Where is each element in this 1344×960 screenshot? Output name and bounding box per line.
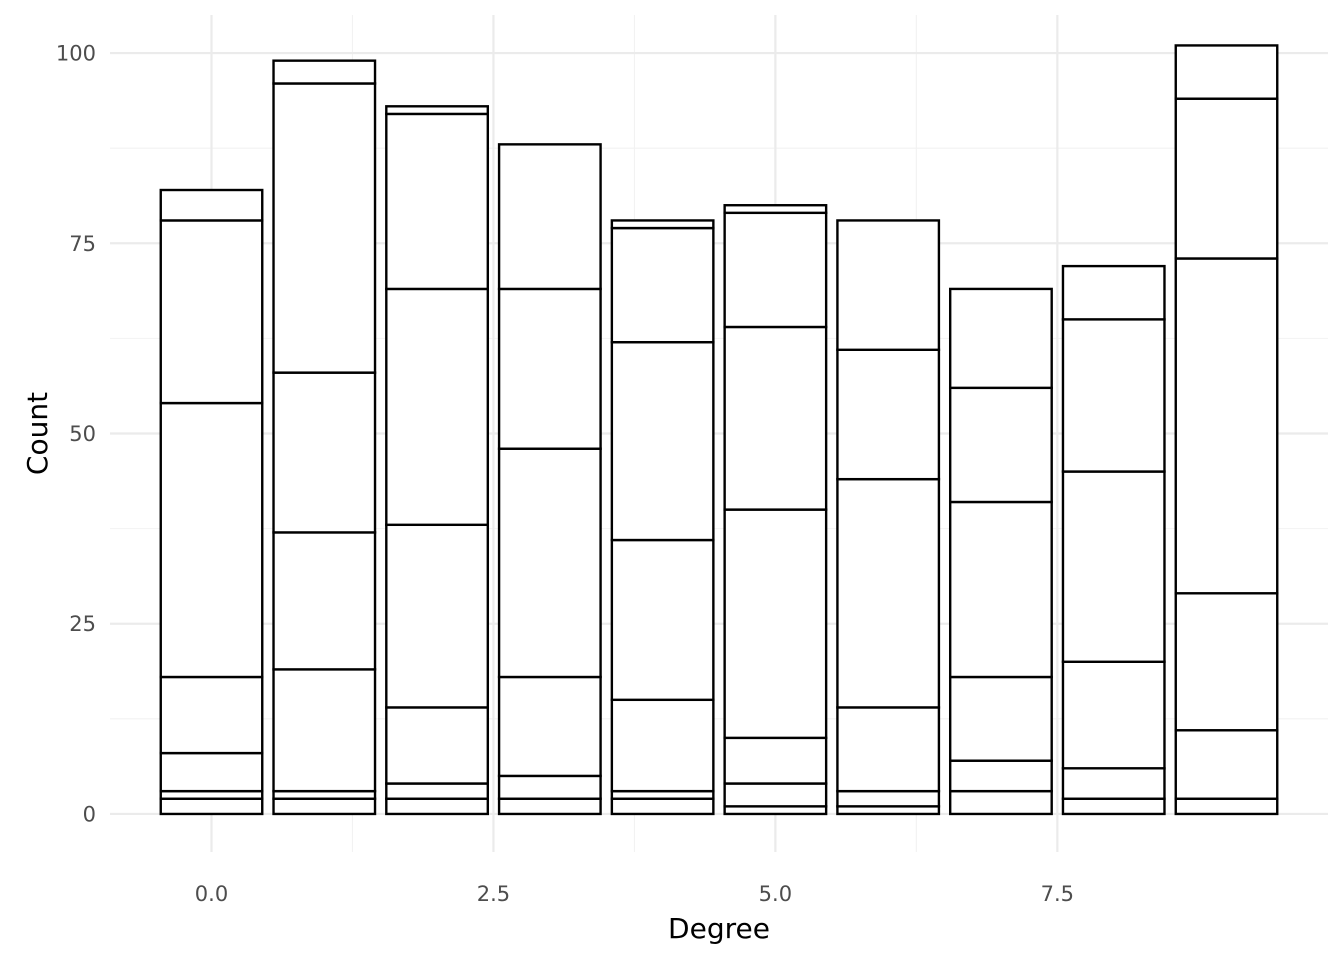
bar-segment	[272, 668, 377, 793]
bar-segment	[723, 211, 828, 329]
bar-segment	[497, 774, 602, 800]
bar-segment	[723, 204, 828, 215]
bar-segment	[1174, 592, 1279, 732]
bar-segment	[385, 782, 490, 800]
bar-segment	[948, 287, 1053, 390]
bar-segment	[1174, 257, 1279, 595]
bar-segment	[159, 797, 264, 816]
x-tick-label: 2.5	[477, 882, 510, 906]
bar-segment	[497, 447, 602, 679]
bar-group	[1061, 264, 1166, 816]
bar-segment	[1061, 660, 1166, 770]
bar-segment	[610, 797, 715, 816]
bar-segment	[385, 287, 490, 527]
bar-segment	[723, 325, 828, 511]
bar-segment	[272, 59, 377, 85]
bar-segment	[610, 698, 715, 793]
bars	[159, 44, 1279, 816]
bar-segment	[836, 706, 941, 793]
y-tick-label: 50	[69, 422, 96, 446]
bar-segment	[610, 219, 715, 230]
bar-segment	[610, 226, 715, 344]
bar-segment	[497, 797, 602, 816]
bar-segment	[1061, 318, 1166, 473]
bar-segment	[385, 523, 490, 709]
bar-group	[272, 59, 377, 816]
y-axis-ticks: 0 25 50 75 100	[56, 42, 96, 827]
bar-segment	[159, 401, 264, 679]
bar-segment	[497, 287, 602, 450]
bar-segment	[948, 500, 1053, 679]
bar-group	[836, 219, 941, 816]
bar-group	[723, 204, 828, 816]
bar-segment	[836, 348, 941, 481]
bar-segment	[272, 82, 377, 374]
bar-segment	[1061, 470, 1166, 663]
x-tick-label: 7.5	[1041, 882, 1074, 906]
bar-group	[1174, 44, 1279, 816]
bar-segment	[497, 143, 602, 291]
bar-segment	[1061, 264, 1166, 321]
x-axis-ticks: 0.0 2.5 5.0 7.5	[195, 882, 1074, 906]
bar-segment	[610, 538, 715, 702]
y-tick-label: 0	[83, 802, 96, 826]
bar-segment	[610, 340, 715, 542]
x-axis-title: Degree	[668, 912, 770, 945]
bar-segment	[1174, 797, 1279, 816]
bar-segment	[159, 675, 264, 755]
bar-segment	[836, 219, 941, 351]
bar-segment	[385, 112, 490, 291]
bar-group	[385, 105, 490, 816]
bar-segment	[723, 508, 828, 740]
bar-segment	[948, 675, 1053, 762]
x-tick-label: 0.0	[195, 882, 228, 906]
y-axis-title: Count	[21, 392, 54, 475]
bar-segment	[948, 789, 1053, 816]
bar-segment	[723, 736, 828, 785]
bar-segment	[1174, 44, 1279, 100]
bar-segment	[159, 751, 264, 793]
bar-segment	[1174, 729, 1279, 800]
y-tick-label: 25	[69, 612, 96, 636]
bar-segment	[272, 531, 377, 671]
bar-group	[159, 188, 264, 816]
y-tick-label: 100	[56, 42, 96, 66]
bar-segment	[159, 188, 264, 222]
bar-group	[497, 143, 602, 816]
bar-segment	[836, 477, 941, 709]
y-tick-label: 75	[69, 232, 96, 256]
bar-segment	[385, 706, 490, 785]
bar-segment	[385, 797, 490, 816]
bar-segment	[948, 759, 1053, 793]
bar-segment	[272, 797, 377, 816]
bar-segment	[1061, 767, 1166, 800]
bar-group	[610, 219, 715, 816]
bar-segment	[497, 675, 602, 778]
bar-segment	[948, 386, 1053, 504]
x-tick-label: 5.0	[759, 882, 792, 906]
bar-segment	[272, 371, 377, 534]
bar-segment	[1061, 797, 1166, 816]
bar-segment	[723, 782, 828, 808]
bar-segment	[1174, 97, 1279, 260]
bar-segment	[159, 219, 264, 405]
bar-segment	[836, 789, 941, 808]
bar-group	[948, 287, 1053, 816]
bar-segment	[385, 105, 490, 116]
